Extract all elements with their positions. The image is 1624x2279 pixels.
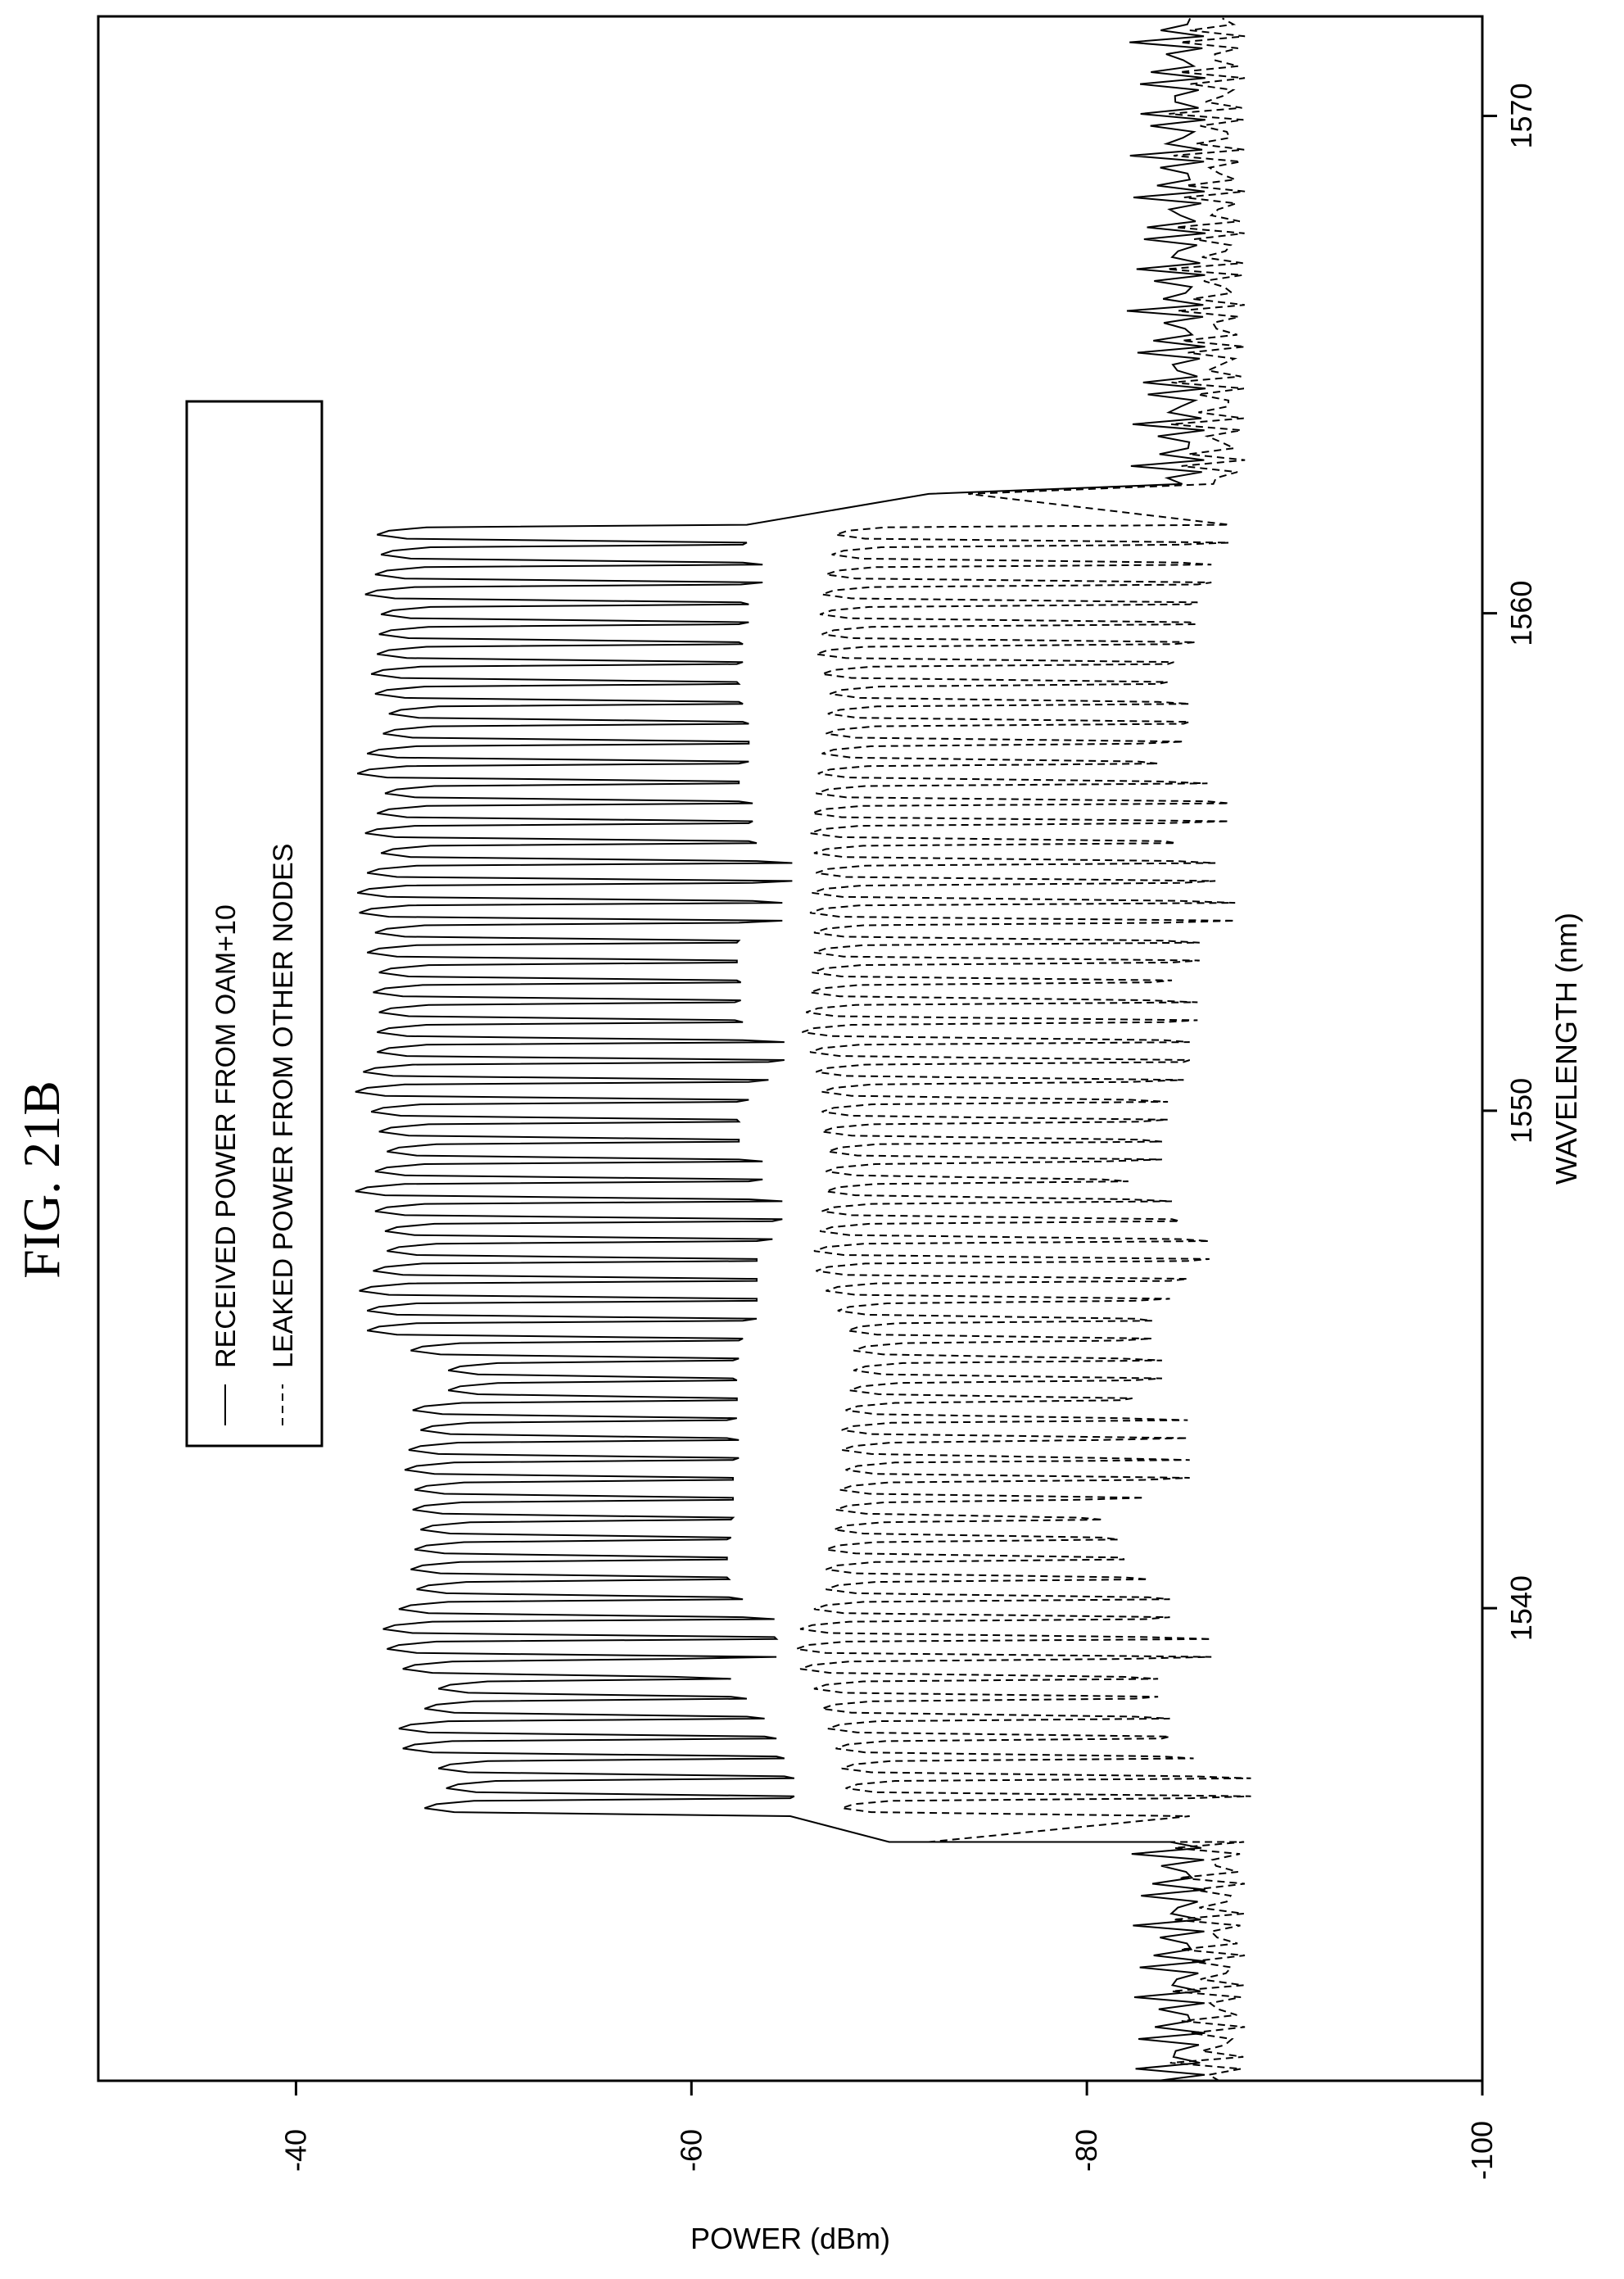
series-line-received: [355, 17, 1206, 2082]
y-tick-label: -100: [1465, 2121, 1499, 2180]
x-axis-label: WAVELENGTH (nm): [1549, 913, 1583, 1185]
series-line-leaked: [795, 17, 1251, 2082]
y-axis-label: POWER (dBm): [690, 2222, 890, 2255]
y-axis-ticks: -40 -60 -80 -100: [278, 2081, 1499, 2180]
legend-box: [185, 400, 323, 1448]
y-tick-label: -40: [278, 2129, 312, 2172]
legend-label-leaked: LEAKED POWER FROM OTHER NODES: [268, 844, 299, 1368]
y-tick-label: -80: [1070, 2129, 1103, 2172]
x-tick-label: 1570: [1504, 83, 1538, 148]
x-tick-label: 1560: [1504, 581, 1538, 646]
plot-frame: [97, 15, 1484, 2082]
series-layer: [355, 17, 1251, 2082]
x-tick-label: 1550: [1504, 1078, 1538, 1144]
y-tick-label: -60: [674, 2129, 708, 2172]
legend: RECEIVED POWER FROM OAM+10 LEAKED POWER …: [185, 400, 323, 1448]
x-axis-ticks: 1540 1550 1560 1570: [1482, 83, 1538, 1641]
x-tick-label: 1540: [1504, 1575, 1538, 1641]
figure-label: FIG. 21B: [12, 1081, 70, 1279]
legend-label-received: RECEIVED POWER FROM OAM+10: [210, 904, 242, 1368]
